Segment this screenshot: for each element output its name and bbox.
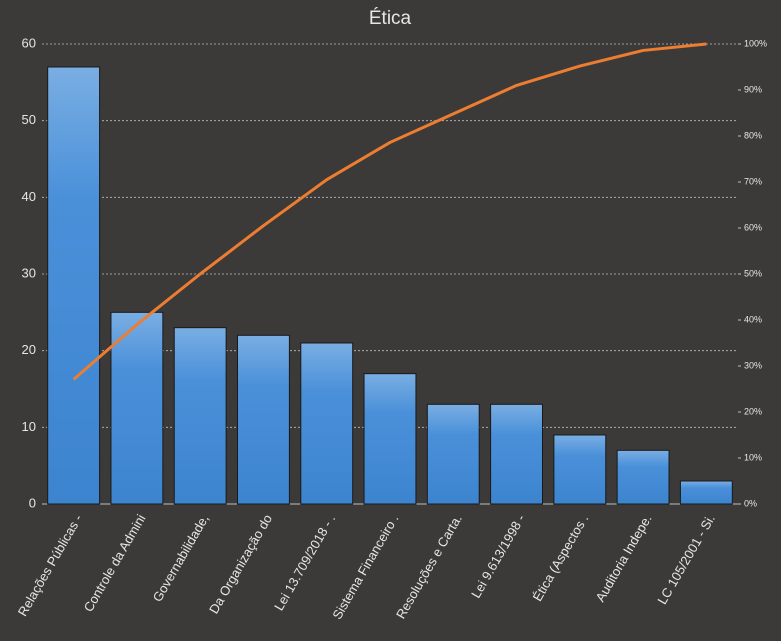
x-tick-label: Auditoria Indepe. <box>593 512 655 605</box>
bar <box>363 373 417 505</box>
bar <box>426 403 480 505</box>
bar <box>616 449 670 505</box>
x-tick-label: Resoluções e Carta. <box>393 512 465 622</box>
y2-tick-label: 90% <box>744 84 762 94</box>
y2-tick-label: 30% <box>744 360 762 370</box>
bar <box>173 327 227 505</box>
y-tick-label: 30 <box>22 265 36 280</box>
bar <box>47 66 101 505</box>
bar <box>237 334 290 505</box>
y-tick-label: 40 <box>22 189 36 204</box>
y2-tick-label: 0% <box>744 498 757 508</box>
y-tick-label: 50 <box>22 112 36 127</box>
x-tick-label: Governabilidade, <box>150 512 212 605</box>
x-tick-label: Da Organização do <box>206 512 275 617</box>
y2-tick-label: 80% <box>744 130 762 140</box>
bar <box>110 311 164 505</box>
chart-title: Ética <box>369 8 412 29</box>
y2-tick-label: 20% <box>744 406 762 416</box>
cumulative-line <box>72 42 707 381</box>
bar <box>300 342 354 505</box>
y-tick-label: 20 <box>22 342 36 357</box>
x-tick-label: Sistema Financeiro . <box>329 512 401 622</box>
y2-tick-label: 70% <box>744 176 762 186</box>
y2-tick-label: 50% <box>744 268 762 278</box>
y2-tick-label: 10% <box>744 452 762 462</box>
x-tick-label: Lei 13.709/2018 - . <box>271 512 338 613</box>
y2-tick-label: 40% <box>744 314 762 324</box>
x-tick-label: Controle da Admini <box>81 512 149 615</box>
bar <box>553 434 607 505</box>
x-tick-label: Lei 9.613/1998 - <box>468 512 528 601</box>
x-tick-label: Relações Públicas - <box>15 512 85 619</box>
y2-tick-label: 60% <box>744 222 762 232</box>
bar <box>490 403 543 505</box>
x-tick-label: LC 105/2001 - Si. <box>654 512 718 607</box>
bar <box>679 480 733 505</box>
y-tick-label: 60 <box>22 35 36 50</box>
x-tick-label: Ética (Aspectos . <box>530 512 592 604</box>
y2-tick-label: 100% <box>744 38 767 48</box>
y-tick-label: 10 <box>22 419 36 434</box>
y-tick-label: 0 <box>29 495 36 510</box>
